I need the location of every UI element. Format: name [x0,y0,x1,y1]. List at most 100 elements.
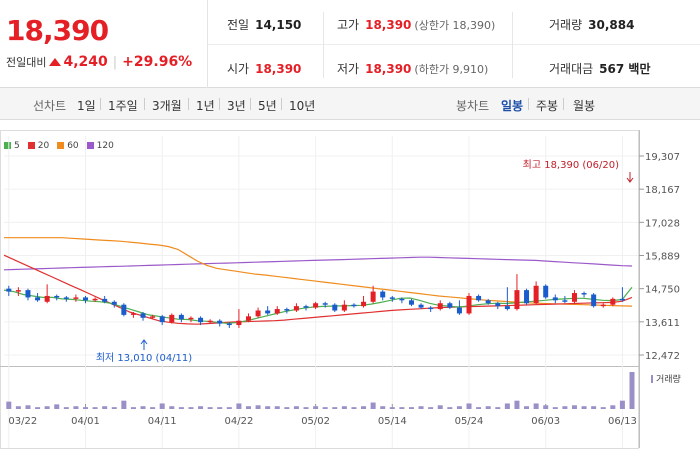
low-arrow-icon [140,339,148,350]
candle [169,314,175,323]
y-tick-label: 17,028 [645,218,680,229]
y-tick-label: 12,472 [645,351,680,362]
volume-bar [63,407,69,409]
candle [341,304,347,311]
volume-bar [313,406,319,409]
chart-legend: 5 20 60 120 [4,141,114,151]
candle-monthly[interactable]: 월봉 [573,99,596,113]
candle [610,298,616,305]
candle [619,298,625,301]
period-5y[interactable]: 5년 [258,99,277,113]
legend-ma60: 60 [57,141,79,151]
volume-bar [322,407,328,409]
candle [447,303,453,308]
candle [178,314,184,320]
candle [418,304,424,308]
volume-bar [437,405,443,409]
volume-bar [15,406,21,409]
x-tick-label: 05/02 [301,416,330,427]
volume-bar [485,406,491,409]
lower-limit: (하한가 9,910) [414,63,489,76]
y-tick-label: 15,889 [645,252,680,263]
volume-bar [543,405,549,409]
change-label: 전일대비 [6,56,47,69]
divider [188,98,189,110]
volume-bar [245,406,251,409]
divider [208,44,700,45]
candle [552,297,558,301]
candle [495,303,501,307]
candle [562,300,568,302]
volume-bar [217,407,223,409]
volume-bar [92,407,98,409]
candle [408,300,414,305]
volume-bar [102,406,108,409]
divider [100,98,101,110]
high-annotation: 최고 18,390 (06/20) [523,159,619,171]
volume-bar [380,406,386,409]
volume-bar [293,406,299,409]
candle [121,304,127,315]
volume-bar [399,407,405,409]
volume-bar [495,407,501,409]
candle [437,303,443,310]
period-3y[interactable]: 3년 [227,99,246,113]
volume-label: 거래량 [549,18,583,32]
period-3m[interactable]: 3개월 [152,99,182,113]
volume-bar [332,407,338,409]
volume-bar [629,372,635,409]
candle [102,298,108,302]
candle [380,291,386,298]
volume-bar [255,405,261,409]
candle [265,310,271,314]
volume-bar [619,400,625,409]
candle [466,295,472,314]
candle [514,290,520,310]
candle-weekly[interactable]: 주봉 [536,99,559,113]
candle [198,317,204,323]
volume-bar [274,406,280,409]
volume-bar [418,406,424,409]
candle [332,304,338,311]
volume-bar [447,407,453,409]
upper-limit: (상한가 18,390) [414,19,496,32]
y-tick-label: 18,167 [645,185,680,196]
candle [571,293,577,302]
volume-bar [140,406,146,409]
candle [54,295,60,298]
y-tick-label: 19,307 [645,152,680,163]
candle [533,285,539,304]
high-arrow-icon [626,172,634,183]
candle-daily[interactable]: 일봉 [501,99,524,113]
volume-bar [188,407,194,409]
volume-bar [562,406,568,409]
volume-bar [591,406,597,409]
candle-chart-label: 봉차트 [456,99,490,113]
divider [250,98,251,110]
volume-bar [600,407,606,409]
period-1d[interactable]: 1일 [77,99,96,113]
divider [528,98,529,110]
candle [274,309,280,314]
volume-bar [111,407,117,409]
high-label: 고가 [337,18,360,32]
volume-bar [150,407,156,409]
open-value: 18,390 [255,62,302,76]
period-10y[interactable]: 10년 [289,99,316,113]
volume-bar [121,400,127,409]
volume-bar [130,407,136,409]
volume-bar [610,405,616,409]
high-stat: 고가 18,390 (상한가 18,390) [337,16,495,33]
open-label: 시가 [227,62,250,76]
volume-bar [361,406,367,409]
candle [44,295,50,302]
period-1w[interactable]: 1주일 [108,99,138,113]
volume-bar [351,407,357,409]
volume-bar [533,403,539,409]
open-stat: 시가 18,390 [227,60,301,77]
period-1y[interactable]: 1년 [196,99,215,113]
volume-bar [581,406,587,409]
candle [15,290,21,292]
candle [236,320,242,326]
